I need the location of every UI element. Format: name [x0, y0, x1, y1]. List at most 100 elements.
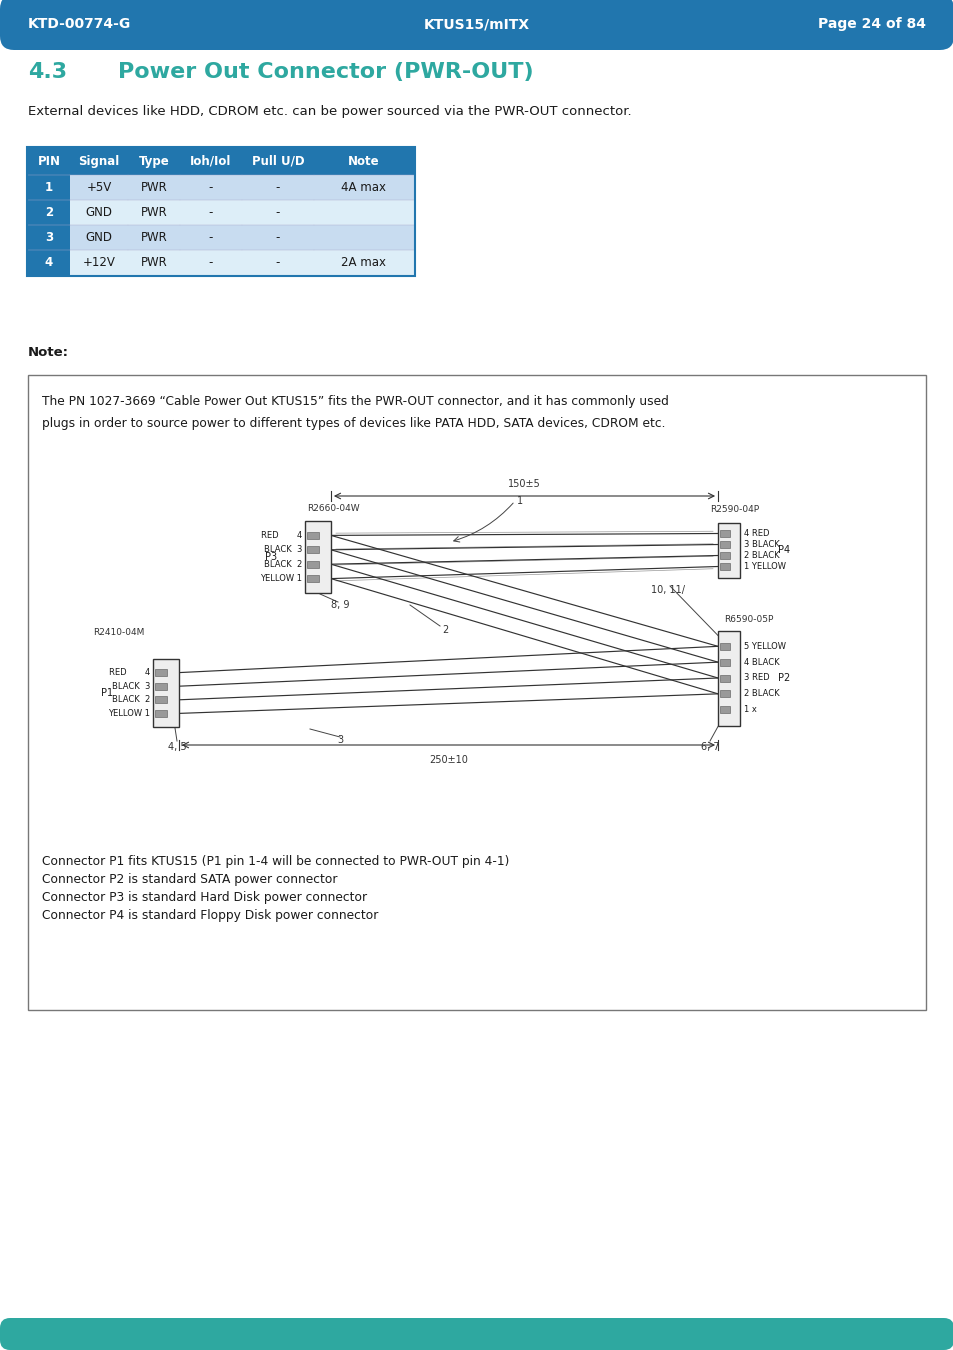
Text: 150±5: 150±5 [508, 479, 540, 489]
Text: BLACK  2: BLACK 2 [263, 560, 302, 568]
Text: Pull U/D: Pull U/D [252, 155, 304, 167]
Bar [128, 200, 180, 225]
Bar [242, 176, 314, 200]
Bar [307, 532, 318, 539]
Bar [307, 547, 318, 553]
Text: 1: 1 [45, 181, 53, 194]
Text: Connector P3 is standard Hard Disk power connector: Connector P3 is standard Hard Disk power… [42, 891, 367, 904]
Bar [720, 643, 729, 649]
Bar [718, 630, 740, 725]
Text: Note:: Note: [28, 346, 69, 359]
Text: PWR: PWR [140, 207, 167, 219]
Text: RED       4: RED 4 [109, 668, 150, 678]
Text: +5V: +5V [87, 181, 112, 194]
Text: 6, 7: 6, 7 [700, 743, 719, 752]
Bar [28, 225, 70, 250]
Bar [242, 225, 314, 250]
Text: 4A max: 4A max [341, 181, 386, 194]
Bar [314, 176, 414, 200]
Text: The PN 1027-3669 “Cable Power Out KTUS15” fits the PWR-OUT connector, and it has: The PN 1027-3669 “Cable Power Out KTUS15… [42, 396, 668, 409]
Text: BLACK  3: BLACK 3 [112, 682, 150, 691]
Bar [128, 225, 180, 250]
Text: plugs in order to source power to different types of devices like PATA HDD, SATA: plugs in order to source power to differ… [42, 417, 665, 431]
Bar [307, 575, 318, 582]
Bar [28, 148, 70, 176]
Text: Signal: Signal [78, 155, 119, 167]
Bar [70, 225, 128, 250]
Text: Page 24 of 84: Page 24 of 84 [817, 18, 925, 31]
Text: 2: 2 [441, 625, 448, 634]
Bar [305, 521, 331, 593]
Text: P4: P4 [778, 545, 789, 555]
Text: PWR: PWR [140, 256, 167, 269]
Bar [27, 147, 415, 275]
Text: Ioh/Iol: Ioh/Iol [190, 155, 232, 167]
Text: 4: 4 [45, 256, 53, 269]
Text: PWR: PWR [140, 181, 167, 194]
Text: 1: 1 [517, 495, 522, 506]
Text: 10, 11/: 10, 11/ [650, 585, 684, 595]
Text: 3 BLACK: 3 BLACK [743, 540, 779, 549]
Text: 1 x: 1 x [743, 705, 756, 714]
Text: PIN: PIN [37, 155, 60, 167]
Text: -: - [209, 256, 213, 269]
Text: R2660-04W: R2660-04W [307, 504, 359, 513]
FancyBboxPatch shape [0, 1318, 953, 1350]
Bar [180, 148, 242, 176]
Text: 4 RED: 4 RED [743, 529, 769, 539]
Text: -: - [275, 181, 280, 194]
Text: R2590-04P: R2590-04P [709, 505, 759, 514]
Text: P1: P1 [101, 688, 112, 698]
Bar [28, 200, 70, 225]
Bar [154, 670, 167, 676]
Bar [28, 176, 70, 200]
Text: YELLOW 1: YELLOW 1 [260, 574, 302, 583]
Text: -: - [209, 181, 213, 194]
Text: 250±10: 250±10 [429, 755, 468, 765]
Text: KTUS15/mITX: KTUS15/mITX [423, 18, 530, 31]
Bar [28, 375, 925, 1010]
Bar [718, 522, 740, 578]
Bar [242, 148, 314, 176]
Bar [154, 683, 167, 690]
Text: GND: GND [86, 207, 112, 219]
Text: 2 BLACK: 2 BLACK [743, 690, 779, 698]
Text: BLACK  3: BLACK 3 [263, 545, 302, 555]
Bar [720, 552, 729, 559]
Bar [242, 200, 314, 225]
Text: -: - [275, 207, 280, 219]
Text: 4.3: 4.3 [28, 62, 67, 82]
Bar [180, 225, 242, 250]
Text: PWR: PWR [140, 231, 167, 244]
Bar [314, 148, 414, 176]
Text: 3: 3 [336, 734, 343, 745]
Bar [307, 560, 318, 568]
Text: 4 BLACK: 4 BLACK [743, 657, 779, 667]
Bar [720, 706, 729, 713]
Text: Power Out Connector (PWR-OUT): Power Out Connector (PWR-OUT) [118, 62, 533, 82]
Text: -: - [275, 256, 280, 269]
Text: 2A max: 2A max [341, 256, 386, 269]
Bar [314, 225, 414, 250]
Bar [70, 250, 128, 275]
Text: External devices like HDD, CDROM etc. can be power sourced via the PWR-OUT conne: External devices like HDD, CDROM etc. ca… [28, 105, 631, 119]
Text: -: - [275, 231, 280, 244]
Text: KTD-00774-G: KTD-00774-G [28, 18, 132, 31]
Bar [154, 710, 167, 717]
Text: 2 BLACK: 2 BLACK [743, 551, 779, 560]
Text: Connector P4 is standard Floppy Disk power connector: Connector P4 is standard Floppy Disk pow… [42, 910, 378, 922]
Bar [180, 200, 242, 225]
Text: 8, 9: 8, 9 [331, 599, 349, 610]
Text: BLACK  2: BLACK 2 [112, 695, 150, 705]
Text: 5 YELLOW: 5 YELLOW [743, 641, 785, 651]
Text: +12V: +12V [83, 256, 115, 269]
Bar [720, 675, 729, 682]
Bar [720, 563, 729, 570]
Text: YELLOW 1: YELLOW 1 [108, 709, 150, 718]
Bar [70, 200, 128, 225]
Bar [720, 531, 729, 537]
Bar [152, 659, 179, 728]
Text: R6590-05P: R6590-05P [723, 616, 773, 625]
Text: RED       4: RED 4 [260, 531, 302, 540]
Text: 3 RED: 3 RED [743, 674, 769, 683]
